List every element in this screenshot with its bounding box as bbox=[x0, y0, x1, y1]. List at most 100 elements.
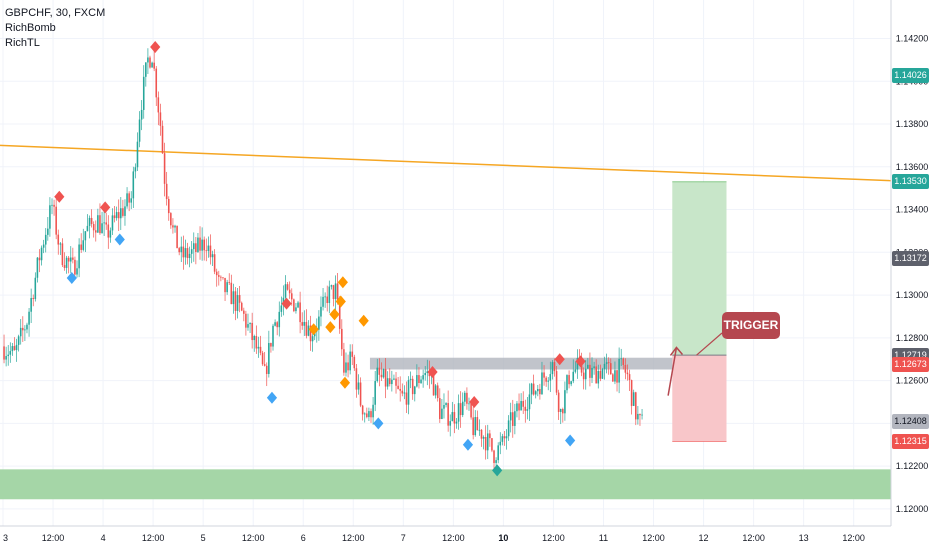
candle-body bbox=[639, 413, 641, 416]
candle-body bbox=[103, 222, 105, 224]
candle-body bbox=[422, 375, 424, 380]
candle-body bbox=[522, 401, 524, 407]
candle-body bbox=[459, 403, 462, 416]
candle-body bbox=[9, 351, 12, 355]
candle-body bbox=[363, 413, 366, 415]
candle-body bbox=[495, 460, 497, 463]
resistance-zone bbox=[369, 357, 721, 370]
candle-body bbox=[537, 389, 539, 392]
candle-body bbox=[584, 368, 587, 380]
candle-body bbox=[482, 436, 485, 439]
candle-body bbox=[78, 244, 80, 269]
candle-body bbox=[92, 224, 95, 231]
x-tick-label: 12:00 bbox=[242, 533, 265, 543]
candle-body bbox=[503, 436, 506, 439]
candle-body bbox=[197, 237, 199, 252]
signal-diamond-sell bbox=[427, 366, 438, 379]
candle-body bbox=[15, 344, 18, 351]
candle-body bbox=[376, 367, 379, 382]
candle-body bbox=[441, 408, 443, 419]
candle-body bbox=[336, 283, 339, 302]
candle-body bbox=[161, 125, 164, 154]
candle-body bbox=[272, 325, 274, 347]
candle-body bbox=[359, 382, 362, 406]
candle-body bbox=[330, 285, 333, 287]
candle-body bbox=[293, 299, 295, 312]
signal-diamond-teal bbox=[492, 464, 503, 477]
candle-body bbox=[180, 246, 183, 253]
candle-body bbox=[439, 398, 441, 419]
candle-body bbox=[607, 362, 610, 364]
candle-body bbox=[520, 401, 522, 411]
candle-body bbox=[107, 224, 110, 238]
candle-body bbox=[351, 351, 354, 357]
candle-body bbox=[186, 248, 189, 259]
candle-body bbox=[622, 358, 625, 365]
candle-body bbox=[220, 276, 222, 278]
x-tick-label: 5 bbox=[201, 533, 206, 543]
trigger-callout-line bbox=[696, 332, 723, 356]
candle-body bbox=[457, 403, 460, 422]
candle-body bbox=[391, 379, 393, 385]
support-zone bbox=[0, 469, 891, 500]
indicator-richtl[interactable]: RichTL bbox=[5, 37, 40, 49]
y-tick-label: 1.13800 bbox=[896, 119, 929, 129]
candle-body bbox=[105, 222, 107, 225]
symbol-title: GBPCHF, 30, FXCM bbox=[5, 7, 106, 19]
candle-body bbox=[603, 363, 606, 370]
candle-body bbox=[94, 230, 97, 233]
candle-body bbox=[632, 392, 635, 406]
stop-loss-box bbox=[672, 355, 727, 442]
candle-body bbox=[3, 346, 5, 360]
candle-body bbox=[295, 307, 297, 312]
candle-body bbox=[19, 327, 22, 337]
signal-diamond-buy bbox=[462, 438, 474, 451]
candle-body bbox=[153, 62, 155, 69]
candle-body bbox=[420, 379, 422, 384]
candle-body bbox=[505, 436, 508, 439]
candle-body bbox=[165, 183, 168, 200]
candle-body bbox=[509, 412, 512, 421]
candle-body bbox=[182, 246, 185, 258]
x-tick-label: 12:00 bbox=[42, 533, 65, 543]
signal-diamond-orange bbox=[325, 321, 336, 334]
candle-body bbox=[155, 68, 158, 98]
candle-body bbox=[111, 215, 114, 231]
candle-body bbox=[551, 362, 554, 375]
profit-target-box bbox=[672, 181, 727, 356]
candle-body bbox=[401, 390, 404, 394]
price-badge: 1.12673 bbox=[892, 357, 929, 373]
candle-body bbox=[88, 217, 91, 226]
candle-body bbox=[251, 322, 253, 341]
candle-body bbox=[270, 343, 272, 347]
candle-body bbox=[117, 212, 120, 219]
signal-diamond-orange bbox=[308, 323, 319, 336]
candle-body bbox=[449, 421, 452, 426]
candle-body bbox=[311, 336, 314, 342]
candle-body bbox=[274, 322, 276, 326]
candle-body bbox=[138, 119, 141, 142]
candle-body bbox=[76, 268, 78, 275]
candle-body bbox=[432, 372, 435, 396]
candle-body bbox=[384, 368, 387, 387]
candle-body bbox=[145, 62, 147, 77]
candle-body bbox=[261, 352, 264, 365]
x-tick-label: 12:00 bbox=[142, 533, 165, 543]
candle-body bbox=[322, 296, 324, 307]
candle-body bbox=[628, 374, 631, 381]
candle-body bbox=[26, 324, 28, 330]
candle-body bbox=[297, 302, 299, 308]
indicator-richbomb[interactable]: RichBomb bbox=[5, 22, 56, 34]
candle-body bbox=[474, 417, 477, 436]
candle-body bbox=[347, 362, 349, 371]
signal-diamond-sell bbox=[281, 297, 292, 310]
candle-body bbox=[609, 363, 612, 375]
candle-body bbox=[595, 366, 597, 384]
candle-body bbox=[343, 349, 345, 373]
candle-body bbox=[411, 378, 414, 395]
candle-body bbox=[207, 245, 210, 251]
candle-body bbox=[380, 374, 383, 378]
chart-legend: GBPCHF, 30, FXCM RichBomb RichTL bbox=[5, 6, 105, 51]
candle-body bbox=[140, 109, 143, 120]
